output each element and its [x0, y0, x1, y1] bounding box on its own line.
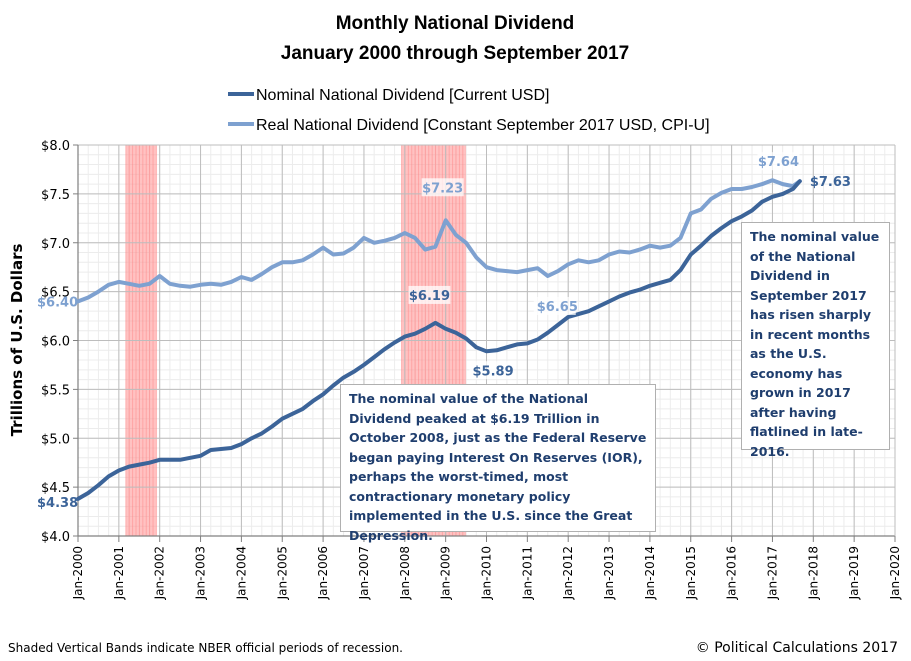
data-label-bg: [469, 361, 512, 380]
data-label-bg: [408, 285, 451, 304]
footer-recession-note: Shaded Vertical Bands indicate NBER offi…: [8, 641, 403, 655]
data-label: $6.19: [409, 289, 450, 304]
x-tick-label: Jan-2012: [561, 546, 575, 600]
data-label: $5.89: [473, 364, 514, 379]
data-label: $6.40: [37, 295, 78, 310]
x-tick-labels: Jan-2000 Jan-2001 Jan-2002 Jan-2003 Jan-2004…: [71, 546, 902, 600]
x-tick-label: Jan-2000: [71, 546, 85, 600]
x-tick-label: Jan-2009: [439, 546, 453, 600]
legend-label-nominal: Nominal National Dividend [Current USD]: [256, 87, 549, 104]
x-tick-label: Jan-2016: [725, 546, 739, 600]
data-label: $6.65: [537, 300, 578, 315]
data-label: $7.23: [422, 181, 463, 196]
y-tick-label: $6.0: [41, 335, 70, 350]
data-labels: $6.40 $4.38 $7.23 $6.19 $5.89 $6.65 $7.64 $7.63: [37, 152, 851, 511]
x-tick-label: Jan-2013: [602, 546, 616, 600]
y-tick-label: $5.0: [41, 432, 70, 447]
series-lines: [76, 178, 802, 501]
legend-label-real: Real National Dividend [Constant Septemb…: [256, 117, 710, 134]
x-tick-label: Jan-2017: [765, 546, 779, 600]
x-tick-label: Jan-2015: [684, 546, 698, 600]
series-line-real: [76, 178, 802, 304]
x-tick-label: Jan-2001: [112, 546, 126, 600]
y-tick-label: $4.5: [41, 481, 70, 496]
x-tick-label: Jan-2011: [520, 546, 534, 600]
x-tick-label: Jan-2010: [480, 546, 494, 600]
x-tick-label: Jan-2002: [153, 546, 167, 600]
copyright: © Political Calculations 2017: [696, 640, 898, 656]
x-tick-label: Jan-2014: [643, 546, 657, 600]
data-label-bg: [533, 296, 576, 315]
series-line-nominal: [76, 179, 802, 501]
x-tick-label: Jan-2007: [357, 546, 371, 600]
data-label: $4.38: [37, 496, 78, 511]
x-tick-label: Jan-2019: [847, 546, 861, 600]
annotation-box-recent: The nominal value of the National Divide…: [741, 222, 890, 459]
data-label-bg: [421, 178, 464, 197]
y-tick-label: $7.0: [41, 237, 70, 252]
y-tick-label: $4.0: [41, 530, 70, 545]
y-tick-label: $7.5: [41, 188, 70, 203]
x-tick-label: Jan-2020: [888, 546, 902, 600]
x-tick-label: Jan-2018: [806, 546, 820, 600]
x-tick-label: Jan-2005: [275, 546, 289, 600]
chart-subtitle: January 2000 through September 2017: [281, 43, 629, 64]
x-tick-label: Jan-2004: [234, 546, 248, 600]
x-tick-label: Jan-2006: [316, 546, 330, 600]
y-tick-label: $6.5: [41, 286, 70, 301]
data-label: $7.64: [758, 155, 799, 170]
y-axis-label: Trillions of U.S. Dollars: [8, 244, 26, 437]
data-label-bg: [757, 152, 800, 171]
y-tick-labels: $4.0 $4.5 $5.0 $5.5 $6.0 $6.5 $7.0 $7.5 $8.0: [41, 139, 70, 545]
x-tick-label: Jan-2008: [398, 546, 412, 600]
annotation-box-peak: The nominal value of the National Divide…: [340, 384, 656, 543]
chart-title: Monthly National Dividend: [336, 13, 575, 34]
axes: [73, 144, 896, 542]
y-tick-label: $5.5: [41, 383, 70, 398]
data-label: $7.63: [810, 175, 851, 190]
y-tick-label: $8.0: [41, 139, 70, 154]
x-tick-label: Jan-2003: [194, 546, 208, 600]
